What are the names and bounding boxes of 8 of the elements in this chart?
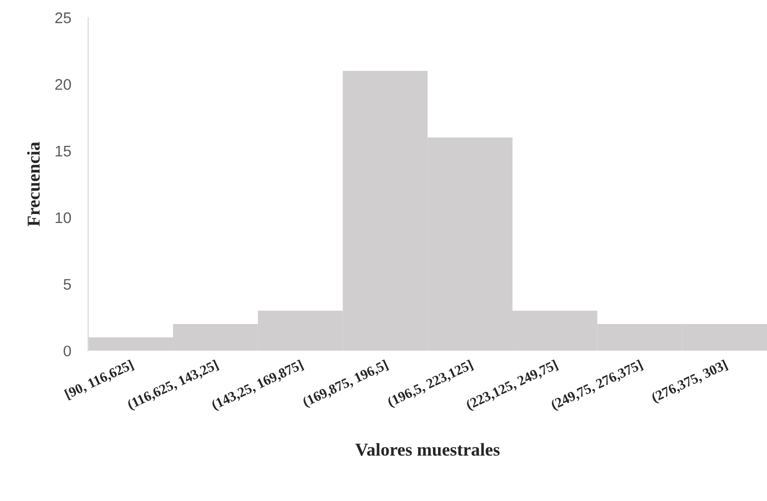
y-tick-label: 10 (56, 212, 71, 224)
y-tick-label: 0 (64, 346, 71, 356)
x-axis-title: Valores muestrales (355, 443, 500, 456)
y-tick-label: 25 (55, 12, 71, 24)
y-axis-title: Frecuencia (27, 142, 40, 226)
y-tick-label: 20 (55, 79, 71, 90)
y-tick-label: 15 (56, 146, 71, 156)
y-tick-label: 5 (64, 279, 71, 290)
